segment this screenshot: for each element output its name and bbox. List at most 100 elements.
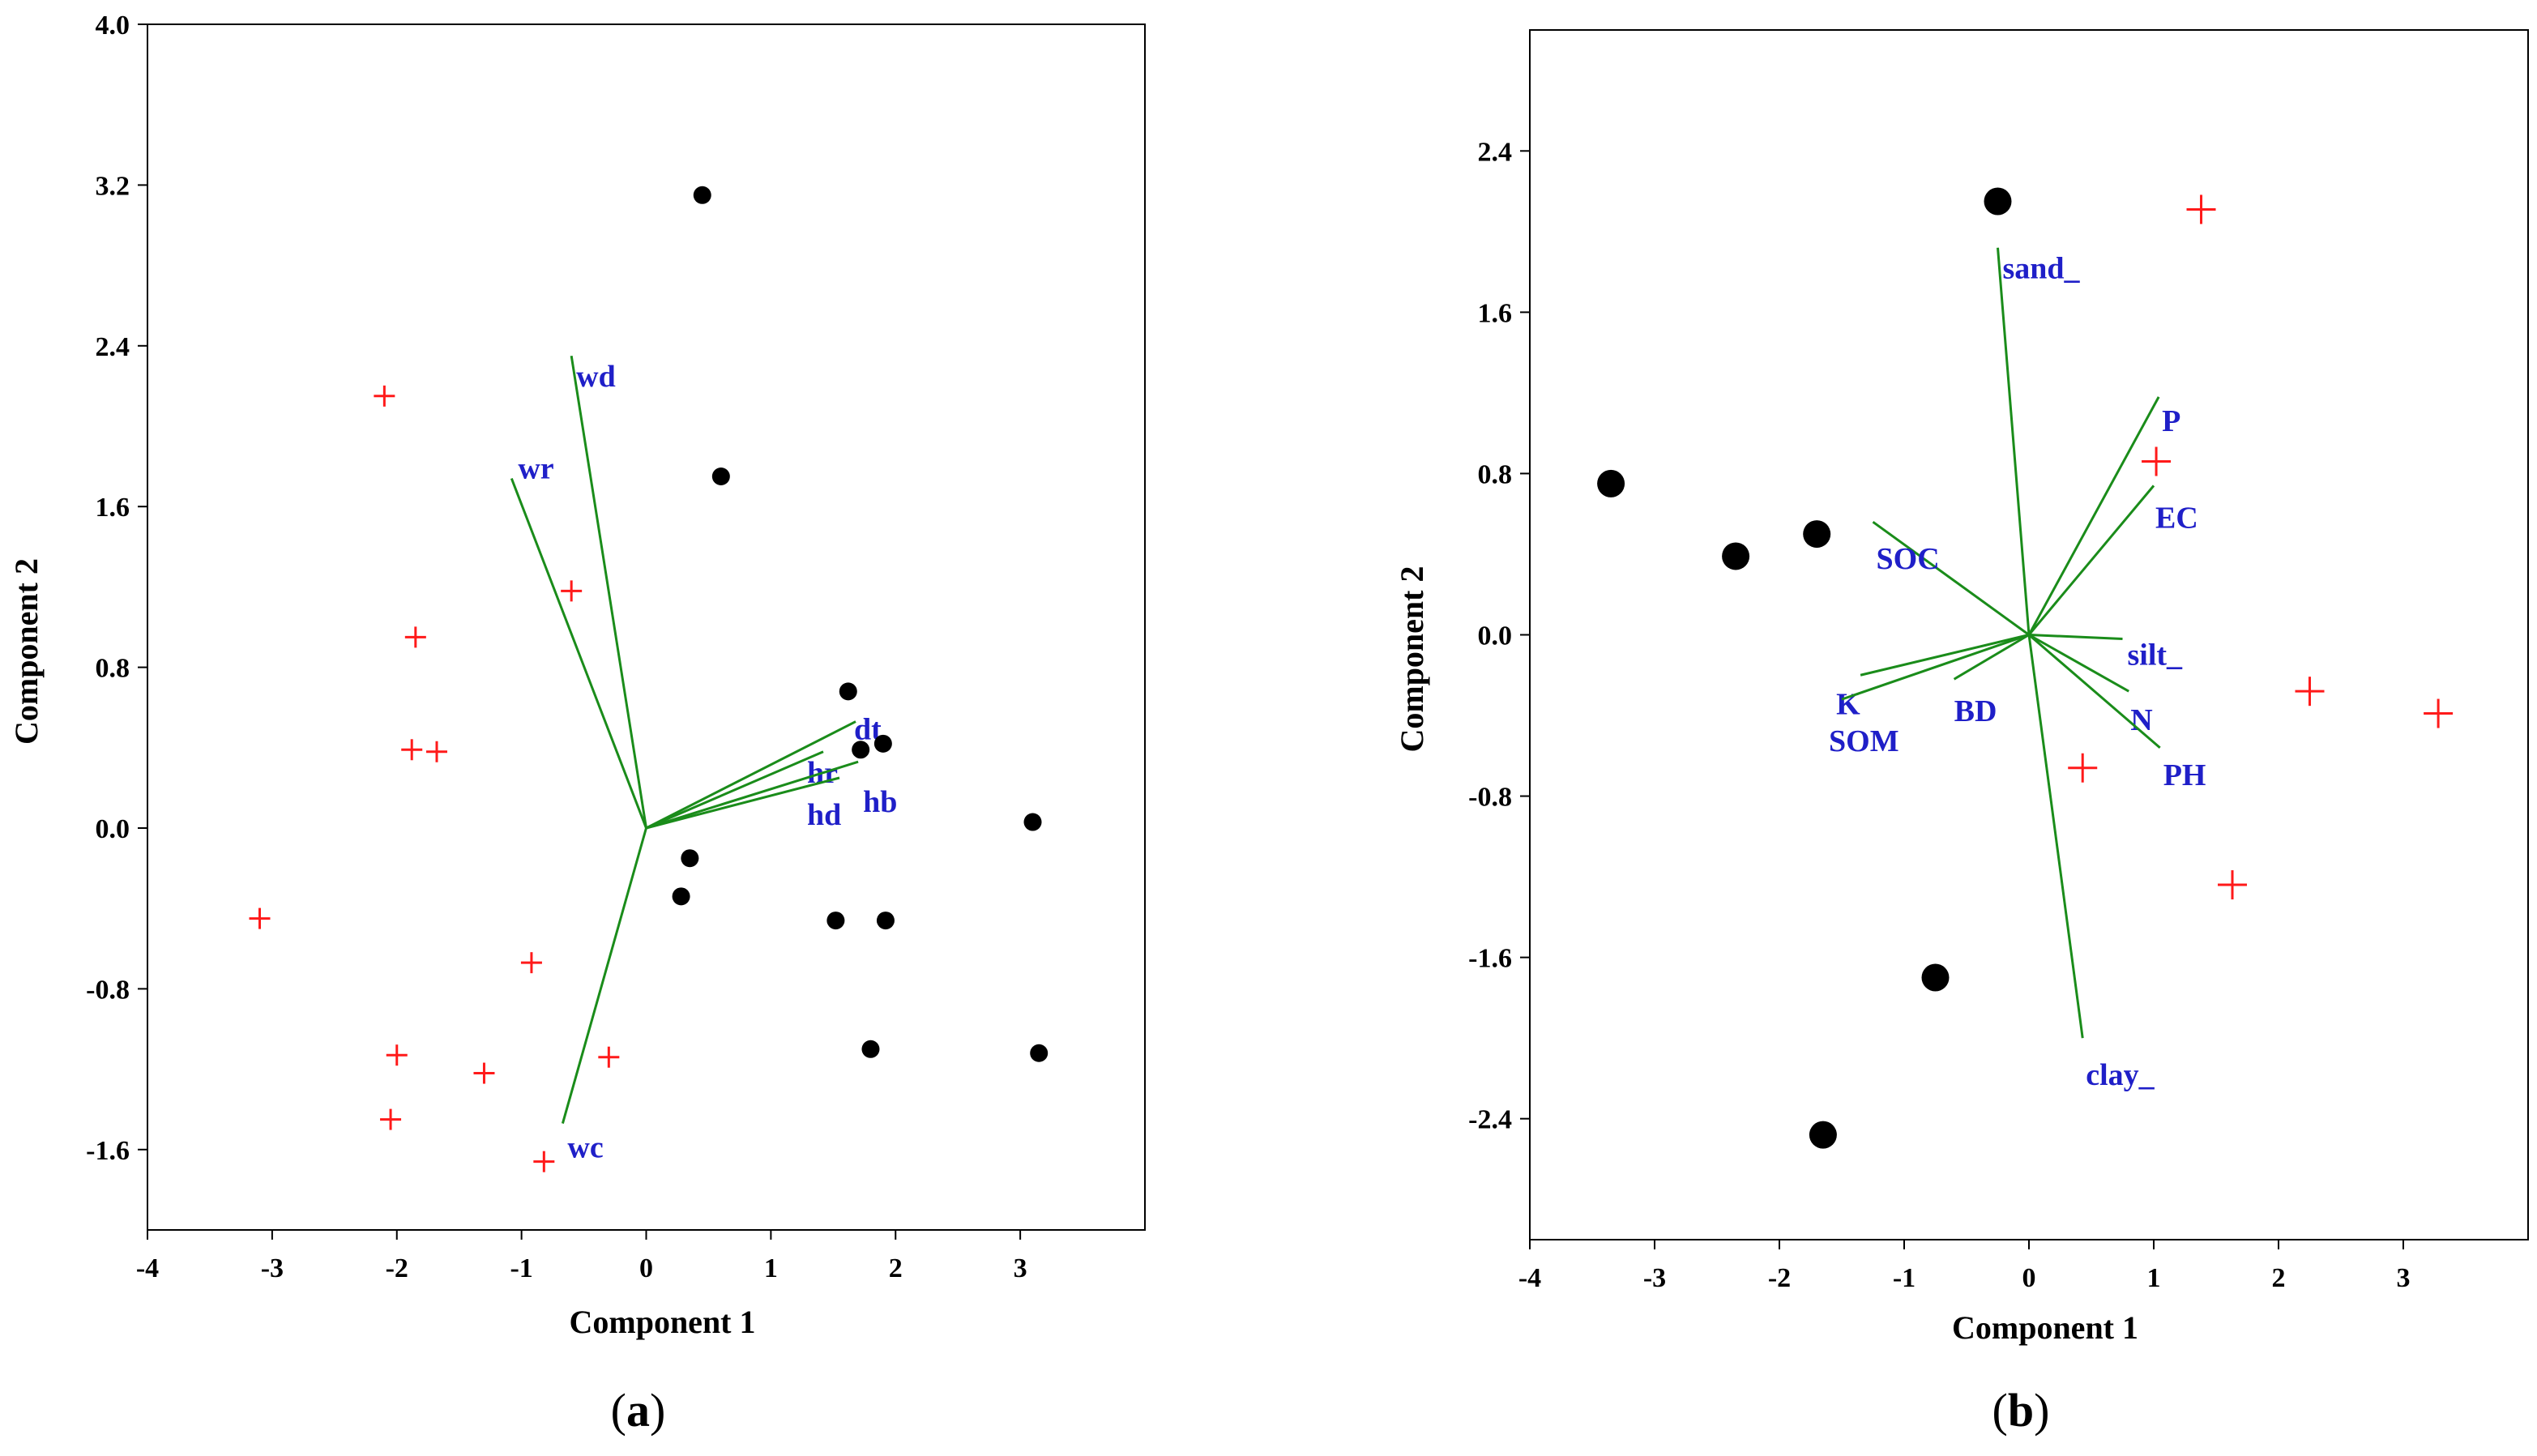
panel-b-x-tick-label: -1 xyxy=(1893,1263,1916,1293)
panel-a-x-tick-label: 1 xyxy=(764,1253,778,1283)
panel-b-panel-label: (b) xyxy=(1992,1384,2050,1437)
panel-a-x-tick-label: -4 xyxy=(136,1253,159,1283)
panel-b-loading-label-soc: SOC xyxy=(1877,542,1940,576)
panel-b-point-cross xyxy=(2068,753,2098,783)
panel-b-y-tick-label: -0.8 xyxy=(1468,783,1512,813)
panel-a-point-dot xyxy=(826,912,845,930)
panel-a-y-axis-title: Component 2 xyxy=(8,558,45,745)
panel-b-loading-label-silt: silt_ xyxy=(2128,638,2184,672)
panel-a-point-dot xyxy=(873,734,892,753)
panel-b-loading-vector-silt xyxy=(2028,634,2123,640)
panel-a-point-cross xyxy=(401,739,423,761)
panel-b-point-cross xyxy=(2218,870,2248,900)
panel-b-loading-label-p: P xyxy=(2162,404,2180,438)
panel-a-x-tick-label: 3 xyxy=(1014,1253,1027,1283)
panel-a-x-tick-label: 2 xyxy=(889,1253,903,1283)
panel-a-loading-label-hb: hb xyxy=(863,785,897,819)
panel-a-x-tick-label: 0 xyxy=(639,1253,653,1283)
panel-a-loading-label-wd: wd xyxy=(576,360,616,394)
panel-b-loading-vector-p xyxy=(2027,396,2160,636)
panel-a-point-cross xyxy=(386,1044,408,1066)
panel-b-loading-vector-soc xyxy=(1872,520,2030,636)
panel-b-point-cross xyxy=(2424,698,2454,728)
panel-a-point-dot xyxy=(876,912,895,930)
panel-a-loading-label-wc: wc xyxy=(567,1131,603,1165)
panel-a-y-tick-label: 2.4 xyxy=(96,332,130,362)
panel-b-loading-label-bd: BD xyxy=(1954,694,1997,728)
panel-b-loading-vector-sand xyxy=(1997,247,2031,635)
panel-a-biplot: -4 -3 -2 -1 0 1 2 3 -1.6 -0.8 0.0 0.8 1.6 2.4 3.2 4.0 Co… xyxy=(8,11,1146,1437)
panel-a-point-cross xyxy=(374,385,395,407)
panel-b-x-tick-label: 2 xyxy=(2272,1263,2286,1293)
panel-b-x-axis-title: Component 1 xyxy=(1952,1309,2138,1346)
panel-b-y-tick-label: 0.8 xyxy=(1478,459,1513,489)
panel-a-point-dot xyxy=(852,741,870,759)
panel-b-x-tick-label: 3 xyxy=(2397,1263,2411,1293)
panel-a-loading-vector-wc xyxy=(561,827,647,1124)
panel-a-point-cross xyxy=(561,580,583,602)
panel-a-plot-frame xyxy=(147,23,1146,1231)
panel-b-loading-vector-clay xyxy=(2027,634,2084,1039)
panel-a-point-dot xyxy=(672,887,690,906)
panel-b-y-tick-label: -1.6 xyxy=(1468,944,1512,974)
panel-a-loading-vector-dt xyxy=(645,720,856,830)
panel-a-panel-label: (a) xyxy=(611,1384,666,1437)
panel-b-point-dot xyxy=(1921,963,1950,992)
panel-b-loading-vector-ph xyxy=(2028,634,2161,749)
panel-b-loading-label-k: K xyxy=(1836,687,1860,721)
panel-a-point-cross xyxy=(249,907,271,929)
panel-a-x-tick-label: -2 xyxy=(386,1253,408,1283)
panel-b-loading-label-clay: clay_ xyxy=(2086,1058,2155,1092)
panel-a-point-cross xyxy=(425,741,447,762)
panel-a-loading-label-hd: hd xyxy=(807,798,841,832)
panel-a-point-dot xyxy=(861,1040,880,1058)
panel-b-point-cross xyxy=(2186,194,2216,224)
panel-a-point-cross xyxy=(380,1108,402,1130)
panel-a-point-dot xyxy=(1030,1044,1049,1062)
panel-a-y-tick-label: 3.2 xyxy=(96,171,130,201)
panel-a-y-tick-label: 0.8 xyxy=(96,654,130,684)
panel-a-loading-vector-wr xyxy=(510,477,647,829)
panel-b-loading-label-sand: sand_ xyxy=(2003,252,2081,286)
panel-a-x-axis-title: Component 1 xyxy=(569,1304,755,1340)
panel-b-point-dot xyxy=(1803,520,1831,549)
panel-b-biplot: -4 -3 -2 -1 0 1 2 3 -2.4 -1.6 -0.8 0.0 0.8 1.6 2.4 Comp… xyxy=(1394,29,2529,1437)
panel-b-x-tick-label: 1 xyxy=(2147,1263,2161,1293)
panel-b-loading-vector-k xyxy=(1860,634,2030,677)
panel-b-y-tick-label: 2.4 xyxy=(1478,137,1513,167)
panel-b-point-dot xyxy=(1984,187,2012,216)
panel-b-y-axis-title: Component 2 xyxy=(1394,566,1430,752)
panel-b-point-cross xyxy=(2295,677,2325,707)
panel-a-point-cross xyxy=(473,1062,495,1084)
panel-a-y-tick-label: 0.0 xyxy=(96,814,130,844)
panel-b-y-tick-label: 1.6 xyxy=(1478,298,1513,328)
panel-a-point-dot xyxy=(681,849,699,868)
panel-a-loading-label-wr: wr xyxy=(518,451,553,485)
panel-b-loading-vector-n xyxy=(2028,634,2129,693)
panel-b-y-tick-label: -2.4 xyxy=(1468,1105,1512,1135)
panel-b-point-cross xyxy=(2142,446,2172,476)
panel-b-point-dot xyxy=(1597,469,1625,497)
panel-a-loading-vector-hd xyxy=(646,776,840,830)
panel-a-loading-vector-hb xyxy=(646,760,859,830)
panel-a-y-tick-label: -1.6 xyxy=(86,1136,130,1166)
panel-b-loading-label-som: SOM xyxy=(1829,724,1899,758)
panel-a-point-cross xyxy=(404,626,426,648)
panel-a-x-tick-label: -1 xyxy=(510,1253,532,1283)
panel-b-x-tick-label: -3 xyxy=(1643,1263,1666,1293)
panel-a-x-tick-label: -3 xyxy=(261,1253,284,1283)
panel-a-point-dot xyxy=(693,186,711,204)
panel-a-point-dot xyxy=(711,468,730,485)
panel-a-point-cross xyxy=(598,1046,620,1068)
panel-a-point-cross xyxy=(533,1151,555,1172)
panel-a-point-dot xyxy=(1023,813,1042,831)
panel-b-loading-label-ph: PH xyxy=(2163,758,2206,792)
panel-b-loading-vector-ec xyxy=(2027,485,2155,636)
panel-a-y-tick-label: -0.8 xyxy=(86,975,130,1005)
panel-b-x-tick-label: 0 xyxy=(2022,1263,2036,1293)
panel-a-loading-vector-wd xyxy=(570,355,647,829)
panel-a-point-cross xyxy=(520,952,542,974)
panel-b-loading-label-ec: EC xyxy=(2155,501,2198,535)
